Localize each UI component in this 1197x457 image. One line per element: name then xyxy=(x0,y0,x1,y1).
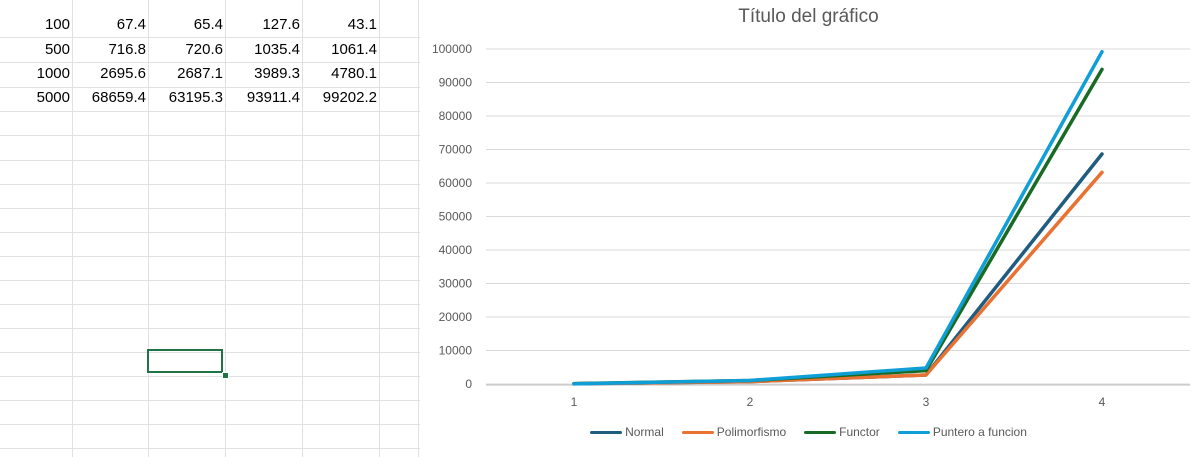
series-line-functor[interactable] xyxy=(572,67,1104,386)
legend-label: Functor xyxy=(839,425,880,439)
legend-item[interactable]: Puntero a funcion xyxy=(897,425,1027,439)
y-tick-label: 60000 xyxy=(439,176,473,190)
cell-d2[interactable]: 1035.4 xyxy=(254,41,300,58)
row-divider xyxy=(0,111,420,112)
x-tick-label: 4 xyxy=(1099,395,1106,409)
y-tick-label: 50000 xyxy=(439,210,473,224)
fill-handle[interactable] xyxy=(222,372,229,379)
cell-e1[interactable]: 43.1 xyxy=(347,16,377,33)
column-divider xyxy=(302,0,303,457)
y-tick-label: 30000 xyxy=(439,277,473,291)
cell-b1[interactable]: 67.4 xyxy=(116,16,146,33)
column-divider xyxy=(225,0,226,457)
row-divider xyxy=(0,304,420,305)
row-divider xyxy=(0,400,420,401)
legend-item[interactable]: Normal xyxy=(590,425,664,439)
legend-label: Normal xyxy=(625,425,664,439)
legend-item[interactable]: Functor xyxy=(804,425,880,439)
cell-c4[interactable]: 63195.3 xyxy=(168,89,223,106)
y-tick-label: 0 xyxy=(465,377,472,391)
y-tick-label: 20000 xyxy=(439,310,473,324)
chart-title[interactable]: Título del gráfico xyxy=(738,6,879,27)
cell-e4[interactable]: 99202.2 xyxy=(322,89,377,106)
column-divider xyxy=(379,0,380,457)
cell-d3[interactable]: 3989.3 xyxy=(254,65,300,82)
x-tick-label: 2 xyxy=(747,395,754,409)
column-divider xyxy=(418,0,419,457)
y-tick-label: 90000 xyxy=(439,76,473,90)
cell-a1[interactable]: 100 xyxy=(44,16,70,33)
y-tick-label: 100000 xyxy=(432,42,472,56)
chart-plot-area: 0 10000 20000 30000 40000 50000 60000 70000 8000… xyxy=(432,42,1190,409)
row-divider xyxy=(0,208,420,209)
cell-a3[interactable]: 1000 xyxy=(36,65,70,82)
y-tick-label: 10000 xyxy=(439,344,473,358)
cell-e3[interactable]: 4780.1 xyxy=(331,65,377,82)
cell-c2[interactable]: 720.6 xyxy=(185,41,223,58)
legend-swatch xyxy=(681,430,714,434)
y-tick-label: 40000 xyxy=(439,243,473,257)
row-divider xyxy=(0,87,420,88)
legend-label: Polimorfismo xyxy=(716,425,787,439)
legend-label: Puntero a funcion xyxy=(932,425,1027,439)
cell-c1[interactable]: 65.4 xyxy=(193,16,223,33)
series-line-normal[interactable] xyxy=(572,152,1104,386)
row-divider xyxy=(0,424,420,425)
row-divider xyxy=(0,280,420,281)
cell-a2[interactable]: 500 xyxy=(44,41,70,58)
row-divider xyxy=(0,184,420,185)
legend-item[interactable]: Polimorfismo xyxy=(681,425,787,439)
row-divider xyxy=(0,352,420,353)
legend-swatch xyxy=(897,430,930,434)
active-cell-selection[interactable] xyxy=(147,349,223,373)
line-chart[interactable]: Título del gráfico 0 10000 20000 30000 40000… xyxy=(420,0,1197,457)
row-divider xyxy=(0,232,420,233)
cell-d4[interactable]: 93911.4 xyxy=(246,89,300,106)
row-divider xyxy=(0,328,420,329)
cell-e2[interactable]: 1061.4 xyxy=(331,41,377,58)
cell-c3[interactable]: 2687.1 xyxy=(177,65,223,82)
column-divider xyxy=(148,0,149,457)
row-divider xyxy=(0,62,420,63)
chart-legend[interactable]: Normal Polimorfismo Functor Puntero a funci… xyxy=(420,425,1197,439)
row-divider xyxy=(0,448,420,449)
y-tick-label: 80000 xyxy=(439,109,473,123)
row-divider xyxy=(0,160,420,161)
legend-swatch xyxy=(804,430,837,434)
row-divider xyxy=(0,256,420,257)
legend-swatch xyxy=(590,430,623,434)
cell-a4[interactable]: 5000 xyxy=(36,89,70,106)
x-tick-label: 1 xyxy=(571,395,578,409)
column-divider xyxy=(72,0,73,457)
cell-d1[interactable]: 127.6 xyxy=(262,16,300,33)
series-line-puntero-a-funcion[interactable] xyxy=(572,49,1104,386)
cell-b3[interactable]: 2695.6 xyxy=(100,65,146,82)
row-divider xyxy=(0,37,420,38)
x-tick-label: 3 xyxy=(923,395,930,409)
y-tick-label: 70000 xyxy=(439,143,473,157)
cell-b2[interactable]: 716.8 xyxy=(108,41,146,58)
cell-b4[interactable]: 68659.4 xyxy=(91,89,146,106)
row-divider xyxy=(0,135,420,136)
row-divider xyxy=(0,376,420,377)
spreadsheet-grid: 100 67.4 65.4 127.6 43.1 500 716.8 720.6… xyxy=(0,0,420,457)
